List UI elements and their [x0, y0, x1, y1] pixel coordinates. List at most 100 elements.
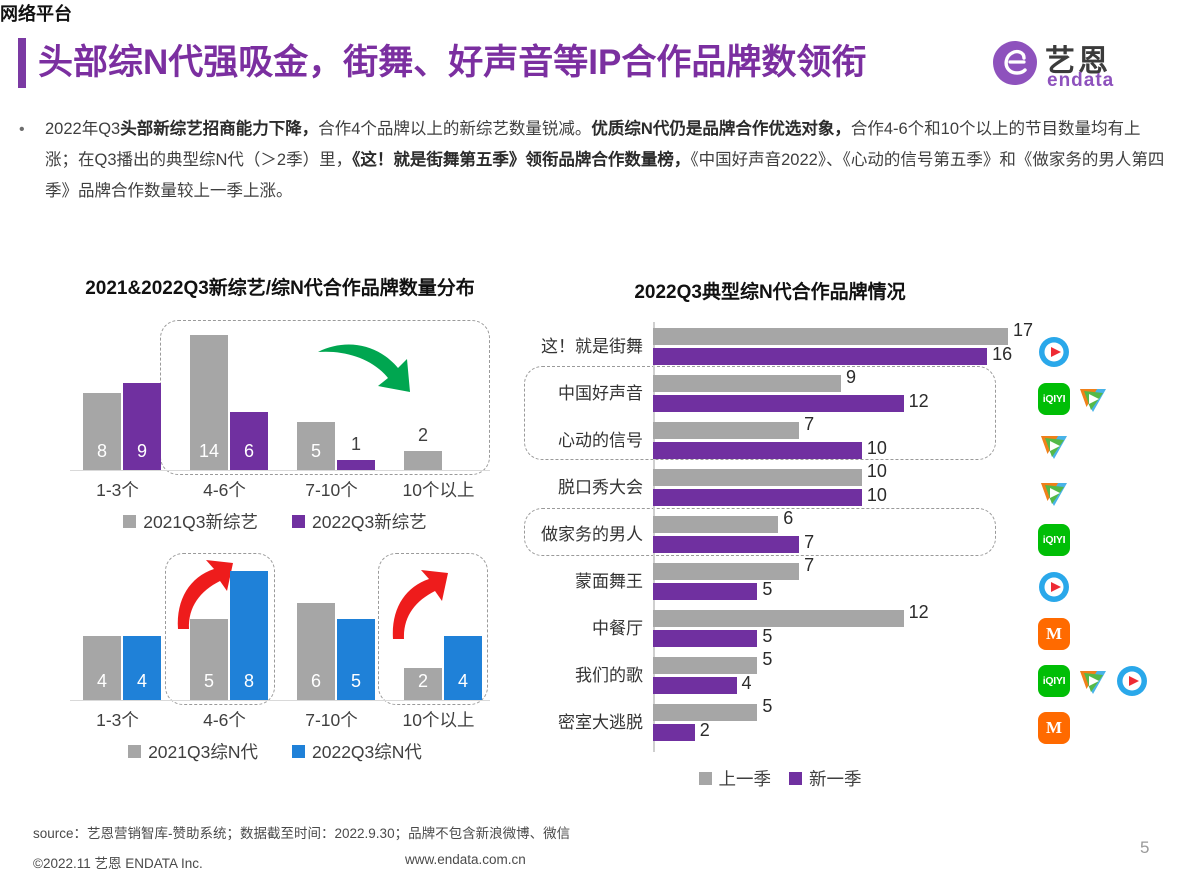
- bar: [653, 442, 862, 459]
- legend-swatch: [128, 744, 142, 758]
- show-name-label: 中餐厅: [592, 619, 643, 638]
- tencent-video-icon: [1080, 671, 1106, 694]
- table-row: 我们的歌 5 4: [520, 649, 1040, 700]
- bar-value-label: 10: [866, 438, 887, 458]
- mango-tv-icon: M: [1038, 618, 1070, 650]
- bar: [653, 630, 758, 647]
- footer-copyright: ©2022.11 艺恩 ENDATA Inc.: [33, 856, 203, 871]
- summary-paragraph: 2022年Q3头部新综艺招商能力下降，合作4个品牌以上的新综艺数量锐减。优质综N…: [45, 114, 1165, 207]
- legend-item[interactable]: 新一季: [789, 766, 862, 791]
- show-name-label: 脱口秀大会: [558, 478, 643, 497]
- iqiyi-wordmark: iQIYI: [1042, 393, 1066, 405]
- bar-value-label: 9: [136, 441, 147, 461]
- bar: [653, 375, 841, 392]
- category-labels-top: 1-3个 4-6个 7-10个 10个以上: [60, 477, 490, 505]
- bar: 4: [83, 635, 121, 700]
- plot-area-top: 8 9 14 6 5 1 2: [60, 325, 490, 470]
- platform-row: [1038, 424, 1070, 468]
- legend-item[interactable]: 上一季: [698, 766, 771, 791]
- logo-en-text: endata: [1047, 70, 1115, 91]
- logo-mark-icon: [993, 41, 1037, 85]
- title-accent-bar: [18, 38, 26, 88]
- legend-item[interactable]: 2021Q3综N代: [128, 739, 258, 764]
- bar: [653, 395, 904, 412]
- bar: [653, 469, 862, 486]
- category-label: 1-3个: [96, 480, 139, 500]
- platform-column-header: 网络平台: [0, 4, 72, 24]
- table-row: 这！就是街舞 17 16: [520, 320, 1040, 371]
- bar: 8: [230, 571, 268, 700]
- bar-value-label: 5: [350, 671, 361, 691]
- bar: 4: [123, 635, 161, 700]
- page-header: 头部综N代强吸金，街舞、好声音等IP合作品牌数领衔 艺恩 endata: [18, 36, 1172, 92]
- iqiyi-icon: iQIYI: [1038, 665, 1070, 697]
- youku-icon: [1039, 572, 1069, 602]
- tencent-video-icon: [1041, 436, 1067, 459]
- footer-website: www.endata.com.cn: [405, 852, 526, 867]
- legend-swatch: [698, 772, 712, 785]
- bar-value-label: 16: [992, 344, 1013, 364]
- left-chart-title: 2021&2022Q3新综艺/综N代合作品牌数量分布: [85, 278, 475, 299]
- bar: [653, 583, 758, 600]
- bar-value-label: 4: [741, 673, 752, 693]
- legend-item[interactable]: 2021Q3新综艺: [123, 509, 258, 534]
- bar: 5: [337, 619, 375, 700]
- mango-letter: M: [1045, 718, 1063, 737]
- platform-row: M: [1038, 706, 1070, 750]
- bar: [653, 489, 862, 506]
- paragraph-segment-6: 《中国好声音2022》、《心动的信号第五季》和《做家务的男人第四季》品牌合作数量…: [45, 151, 1165, 200]
- bar: 6: [297, 603, 335, 700]
- bar-value-label: 6: [783, 508, 794, 528]
- platform-row: [1038, 330, 1070, 374]
- bar-value-label: 10: [866, 485, 887, 505]
- show-name-label: 密室大逃脱: [558, 713, 643, 732]
- mango-letter: M: [1045, 624, 1063, 643]
- category-label: 10个以上: [402, 710, 475, 730]
- bar-value-label: 4: [136, 671, 147, 691]
- red-up-arrow-icon-1: [177, 560, 233, 629]
- page-title: 头部综N代强吸金，街舞、好声音等IP合作品牌数领衔: [38, 43, 867, 82]
- bar: 2: [404, 425, 442, 470]
- bar-value-label: 5: [762, 696, 773, 716]
- table-row: 脱口秀大会 10 10: [520, 461, 1040, 512]
- show-name-label: 这！就是街舞: [541, 337, 643, 356]
- right-chart-title: 2022Q3典型综N代合作品牌情况: [634, 282, 906, 303]
- table-row: 蒙面舞王 7 5: [520, 555, 1040, 606]
- bar: [653, 724, 695, 741]
- bar: [653, 657, 758, 674]
- paragraph-segment-1: 头部新综艺招商能力下降，: [120, 120, 319, 138]
- chart-typical-shows: 这！就是街舞 17 16 中国好声音 9 12 心动的信号 7 10 脱口秀大会 10 10 做家务的男…: [520, 320, 1040, 752]
- highlight-box-right-2: [524, 508, 996, 556]
- highlight-box-bot-2: [378, 553, 488, 705]
- bar: 9: [123, 383, 161, 470]
- bar: 4: [444, 635, 482, 700]
- red-up-arrow-icon-2: [392, 570, 448, 639]
- bar-value-label: 4: [457, 671, 468, 691]
- bar: 5: [297, 421, 335, 470]
- bar-value-label: 2: [699, 720, 710, 740]
- legend-swatch: [292, 514, 305, 528]
- platform-row: M: [1038, 612, 1070, 656]
- legend-item[interactable]: 2022Q3综N代: [292, 739, 422, 764]
- bar-value-label: 6: [310, 671, 321, 691]
- bar-value-label: 9: [845, 367, 856, 387]
- endata-logo: 艺恩 endata: [991, 34, 1166, 96]
- legend-label: 2021Q3综N代: [148, 741, 258, 762]
- platform-row: [1038, 565, 1070, 609]
- category-label: 7-10个: [305, 710, 358, 730]
- bar-value-label: 5: [762, 626, 773, 646]
- legend-item[interactable]: 2022Q3新综艺: [292, 509, 427, 534]
- legend-label: 2022Q3新综艺: [312, 511, 427, 532]
- legend-swatch: [123, 514, 137, 528]
- legend-right: 上一季 新一季: [520, 766, 1040, 791]
- bar: [653, 704, 758, 721]
- mango-tv-icon: M: [1038, 712, 1070, 744]
- bar-value-label: 10: [866, 461, 887, 481]
- logo-cn-text: 艺恩: [1045, 45, 1111, 78]
- bar: 6: [230, 412, 268, 470]
- paragraph-segment-5: 《这！就是街舞第五季》领衔品牌合作数量榜，: [352, 151, 691, 169]
